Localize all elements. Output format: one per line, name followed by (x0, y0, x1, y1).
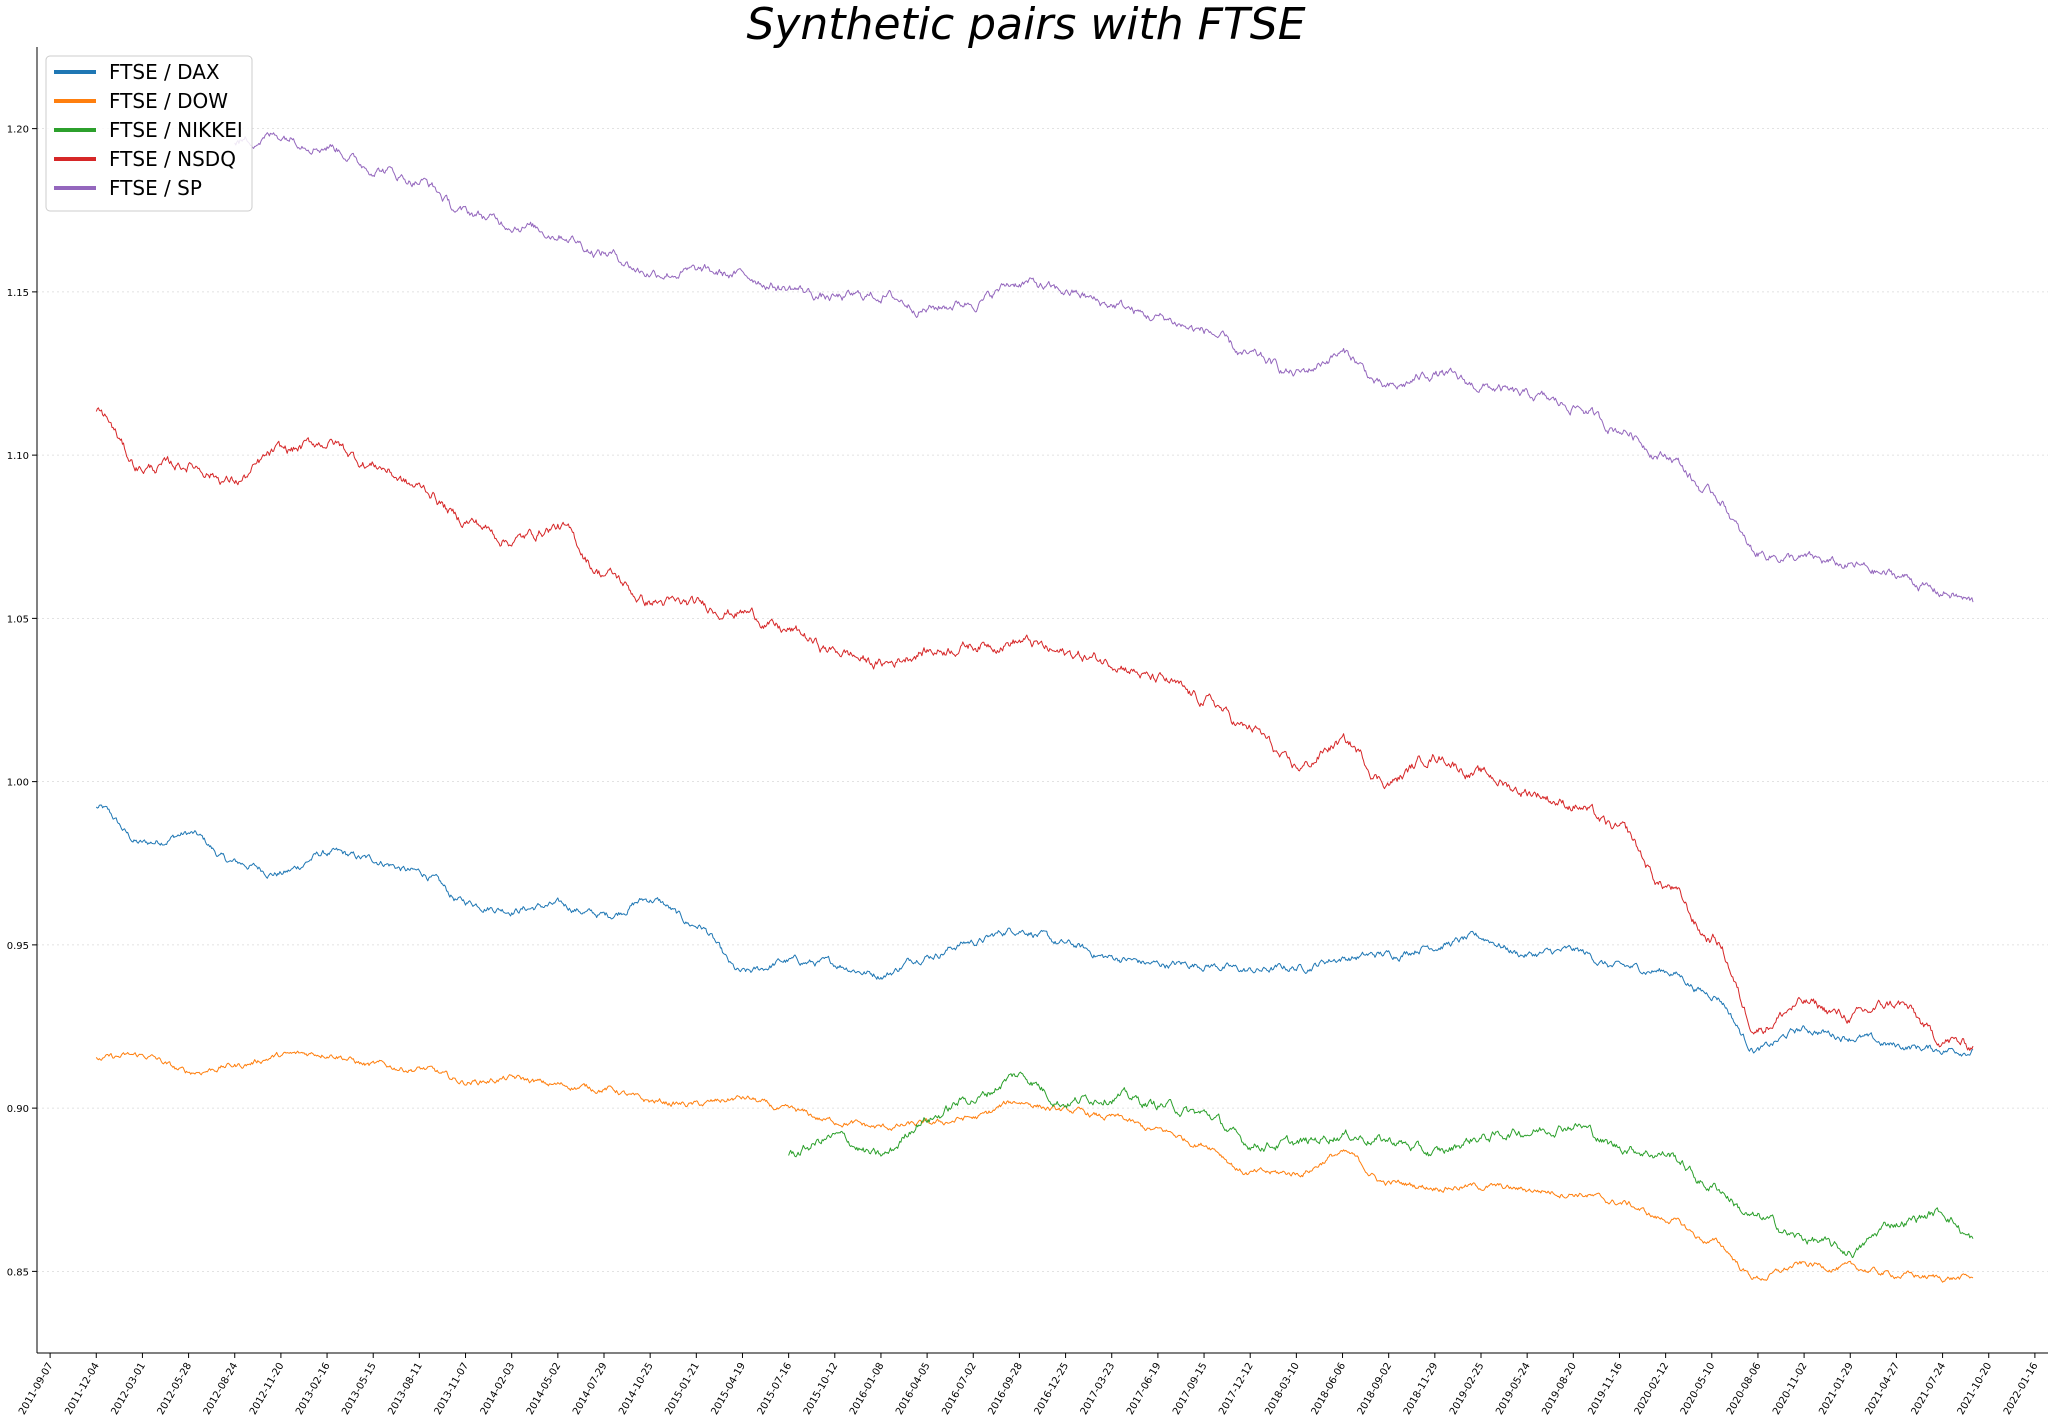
x-tick-label: 2013-02-16 (294, 1361, 333, 1417)
y-tick-label: 0.90 (7, 1104, 29, 1115)
x-tick-label: 2015-04-19 (709, 1361, 748, 1417)
x-tick-label: 2020-11-02 (1771, 1361, 1810, 1417)
legend-box (45, 55, 253, 212)
x-tick-label: 2021-07-24 (1910, 1361, 1949, 1417)
x-tick-label: 2017-03-23 (1079, 1361, 1118, 1417)
x-tick-label: 2016-09-28 (986, 1361, 1025, 1417)
x-tick-label: 2016-04-05 (894, 1361, 933, 1417)
legend-label: FTSE / DAX (109, 60, 220, 84)
x-tick-label: 2015-07-16 (756, 1361, 795, 1417)
y-tick-label: 1.05 (7, 614, 29, 625)
x-tick-label: 2016-12-25 (1033, 1361, 1072, 1417)
x-tick-label: 2013-08-11 (386, 1361, 425, 1417)
x-tick-label: 2020-02-12 (1633, 1361, 1672, 1417)
x-tick-label: 2022-01-16 (2002, 1361, 2041, 1417)
axes (36, 47, 2048, 1354)
x-tick-label: 2018-11-29 (1402, 1361, 1441, 1417)
x-tick-label: 2011-12-04 (63, 1361, 102, 1417)
chart-title: Synthetic pairs with FTSE (746, 0, 1306, 50)
x-tick-label: 2019-08-20 (1540, 1361, 1579, 1417)
x-tick-label: 2018-03-10 (1263, 1361, 1302, 1417)
legend-label: FTSE / NIKKEI (109, 118, 243, 142)
x-tick-label: 2013-11-07 (433, 1361, 472, 1417)
x-tick-label: 2013-05-15 (340, 1361, 379, 1417)
series-line-5 (234, 132, 1974, 603)
series-line-2 (95, 1050, 1974, 1283)
y-tick-label: 1.10 (7, 451, 29, 462)
x-tick-label: 2015-10-12 (802, 1361, 841, 1417)
x-tick-label: 2014-05-02 (525, 1361, 564, 1417)
x-tick-label: 2012-05-28 (156, 1361, 195, 1417)
y-tick-label: 0.95 (7, 941, 29, 952)
x-tick-label: 2019-02-25 (1448, 1361, 1487, 1417)
y-tick-label: 0.85 (7, 1267, 29, 1278)
x-tick-label: 2012-11-20 (248, 1361, 287, 1417)
x-tick-label: 2012-03-01 (109, 1361, 148, 1417)
legend-label: FTSE / NSDQ (109, 147, 236, 171)
x-tick-label: 2017-12-12 (1217, 1361, 1256, 1417)
y-tick-label: 1.15 (7, 288, 29, 299)
legend: FTSE / DAX FTSE / DOW FTSE / NIKKEI FTSE / … (45, 55, 253, 212)
series-line-1 (95, 804, 1974, 1057)
x-tick-label: 2019-11-16 (1586, 1361, 1625, 1417)
y-tick-labels: 0.85 0.90 0.95 1.00 1.05 1.10 1.15 1.20 (7, 125, 37, 1278)
x-tick-label: 2021-10-20 (1956, 1361, 1995, 1417)
x-tick-label: 2016-07-02 (940, 1361, 979, 1417)
x-tick-labels: 2011-09-07 2011-12-04 2012-03-01 2012-05-28… (17, 1353, 2040, 1417)
grid-lines (37, 128, 2048, 1272)
x-tick-label: 2014-02-03 (479, 1361, 518, 1417)
y-tick-label: 1.20 (7, 125, 29, 136)
x-tick-label: 2018-06-06 (1310, 1361, 1349, 1417)
x-tick-label: 2019-05-24 (1494, 1361, 1533, 1417)
x-tick-label: 2017-06-19 (1125, 1361, 1164, 1417)
x-tick-label: 2012-08-24 (202, 1361, 241, 1417)
series-line-4 (95, 407, 1974, 1051)
legend-label: FTSE / DOW (109, 89, 228, 113)
x-tick-label: 2021-04-27 (1863, 1361, 1902, 1417)
x-tick-label: 2011-09-07 (17, 1361, 56, 1417)
x-tick-label: 2018-09-02 (1356, 1361, 1395, 1417)
legend-label: FTSE / SP (109, 176, 202, 200)
x-tick-label: 2015-01-21 (663, 1361, 702, 1417)
x-tick-label: 2014-07-29 (571, 1361, 610, 1417)
series-line-3 (788, 1071, 1974, 1259)
series-lines (95, 132, 1974, 1283)
x-tick-label: 2020-08-06 (1725, 1361, 1764, 1417)
x-tick-label: 2014-10-25 (617, 1361, 656, 1417)
x-tick-label: 2017-09-15 (1171, 1361, 1210, 1417)
x-tick-label: 2016-01-08 (848, 1361, 887, 1417)
x-tick-label: 2020-05-10 (1679, 1361, 1718, 1417)
x-tick-label: 2021-01-29 (1817, 1361, 1856, 1417)
y-tick-label: 1.00 (7, 778, 29, 789)
